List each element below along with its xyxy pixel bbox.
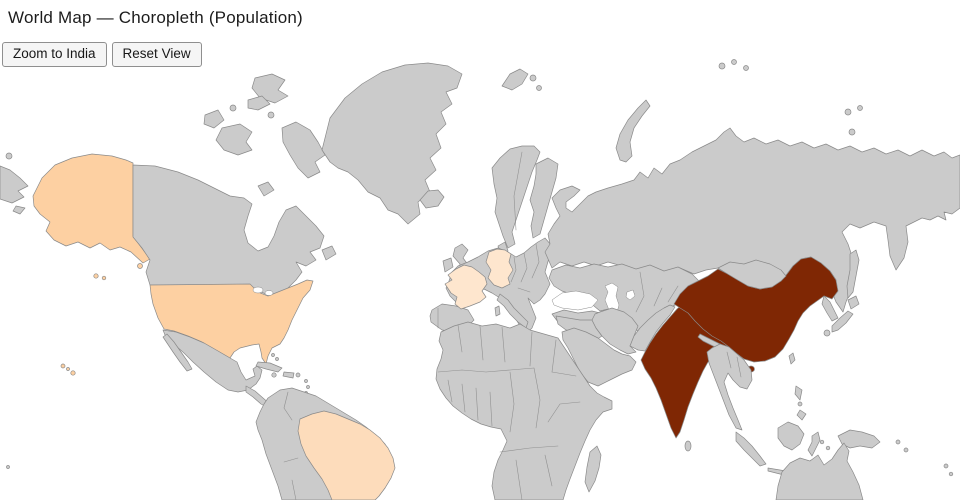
island-moluccas-2[interactable]: [825, 445, 831, 451]
country-australia[interactable]: [775, 442, 864, 500]
island-hawaii-2[interactable]: [66, 367, 70, 371]
island-bahamas-2[interactable]: [275, 357, 279, 361]
island-newfoundland[interactable]: [321, 245, 337, 261]
island-hawaii-3[interactable]: [70, 370, 76, 376]
island-svalbard[interactable]: [501, 68, 529, 91]
island-sardinia[interactable]: [494, 305, 501, 317]
island-jamaica[interactable]: [271, 372, 277, 378]
borders-africa: [437, 324, 581, 500]
island-wrangel[interactable]: [848, 128, 856, 136]
island-hispaniola[interactable]: [282, 371, 295, 379]
country-germany[interactable]: [485, 248, 514, 289]
island-arctic-small-2[interactable]: [267, 111, 275, 119]
island-mindanao[interactable]: [796, 409, 807, 421]
borders-indochina: [726, 351, 742, 378]
island-solomons-1[interactable]: [895, 439, 901, 445]
island-banks[interactable]: [203, 109, 225, 129]
island-arctic-small-1[interactable]: [229, 104, 237, 112]
island-puerto-rico[interactable]: [295, 372, 301, 378]
island-svalbard-3[interactable]: [536, 85, 542, 91]
island-baffin[interactable]: [281, 121, 326, 179]
lake-great-lakes-2: [264, 290, 274, 296]
island-devon[interactable]: [247, 95, 271, 111]
country-iran[interactable]: [591, 307, 639, 355]
island-sulawesi[interactable]: [807, 431, 821, 457]
sea-black: [551, 290, 599, 311]
island-severnaya-1[interactable]: [718, 62, 726, 70]
island-moluccas-1[interactable]: [819, 439, 825, 445]
region-indochina[interactable]: [706, 343, 753, 431]
island-hawaii-1[interactable]: [60, 363, 66, 369]
island-severnaya-2[interactable]: [731, 59, 737, 65]
country-mongolia[interactable]: [717, 259, 787, 290]
island-borneo[interactable]: [777, 421, 805, 451]
island-antilles-2[interactable]: [306, 385, 310, 389]
island-svalbard-2[interactable]: [529, 74, 537, 82]
island-vanuatu-1[interactable]: [943, 463, 949, 469]
island-kodiak[interactable]: [137, 263, 143, 269]
country-canada[interactable]: [132, 164, 325, 296]
borders-europe: [437, 151, 540, 329]
country-cuba[interactable]: [255, 361, 283, 373]
country-greenland[interactable]: [321, 62, 463, 225]
country-mexico[interactable]: [162, 329, 263, 393]
country-madagascar[interactable]: [584, 445, 602, 493]
lake-great-lakes-1: [252, 286, 264, 294]
island-victoria[interactable]: [215, 123, 253, 156]
country-ireland[interactable]: [442, 257, 454, 273]
zoom-to-india-button[interactable]: Zoom to India: [2, 42, 107, 67]
island-bahamas-1[interactable]: [271, 353, 275, 357]
island-aleutian-2[interactable]: [101, 275, 107, 281]
island-hokkaido[interactable]: [847, 295, 860, 310]
country-russia-chukotka-sliver[interactable]: [0, 165, 29, 204]
sea-aral: [625, 289, 636, 301]
island-visayas[interactable]: [797, 401, 803, 407]
island-kyushu[interactable]: [823, 329, 831, 337]
island-aleutian-1[interactable]: [93, 273, 99, 279]
island-vanuatu-2[interactable]: [948, 471, 954, 477]
reset-view-button[interactable]: Reset View: [111, 42, 202, 67]
country-finland[interactable]: [529, 157, 559, 239]
borders-central-asia: [635, 271, 679, 313]
island-diomede[interactable]: [5, 152, 13, 160]
toolbar: Zoom to India Reset View: [2, 42, 202, 67]
island-honshu[interactable]: [831, 310, 854, 333]
island-bering[interactable]: [12, 205, 26, 215]
country-afghanistan[interactable]: [629, 304, 676, 352]
island-sumatra[interactable]: [735, 431, 767, 467]
region-baja-california[interactable]: [162, 333, 193, 372]
island-luzon[interactable]: [794, 385, 803, 401]
country-france[interactable]: [444, 264, 488, 310]
island-pacific-dot[interactable]: [6, 465, 10, 469]
island-solomons-2[interactable]: [903, 447, 909, 453]
region-africa[interactable]: [435, 321, 613, 500]
island-taiwan[interactable]: [788, 352, 796, 365]
island-new-siberian-2[interactable]: [857, 105, 863, 111]
island-novaya-zemlya[interactable]: [615, 99, 651, 163]
borders-south-america: [283, 391, 299, 500]
island-southampton[interactable]: [257, 181, 275, 197]
island-antilles-1[interactable]: [304, 379, 308, 383]
region-norway-sweden[interactable]: [491, 145, 541, 249]
island-new-siberian-1[interactable]: [844, 108, 852, 116]
island-sakhalin[interactable]: [846, 249, 860, 299]
country-united-states-alaska[interactable]: [32, 153, 151, 264]
country-sri-lanka[interactable]: [684, 440, 692, 452]
page-title: World Map — Choropleth (Population): [8, 8, 303, 27]
country-iceland[interactable]: [419, 189, 445, 209]
region-korea[interactable]: [821, 295, 839, 322]
country-brazil[interactable]: [297, 410, 396, 500]
island-severnaya-3[interactable]: [743, 65, 749, 71]
island-ellesmere[interactable]: [251, 73, 289, 104]
